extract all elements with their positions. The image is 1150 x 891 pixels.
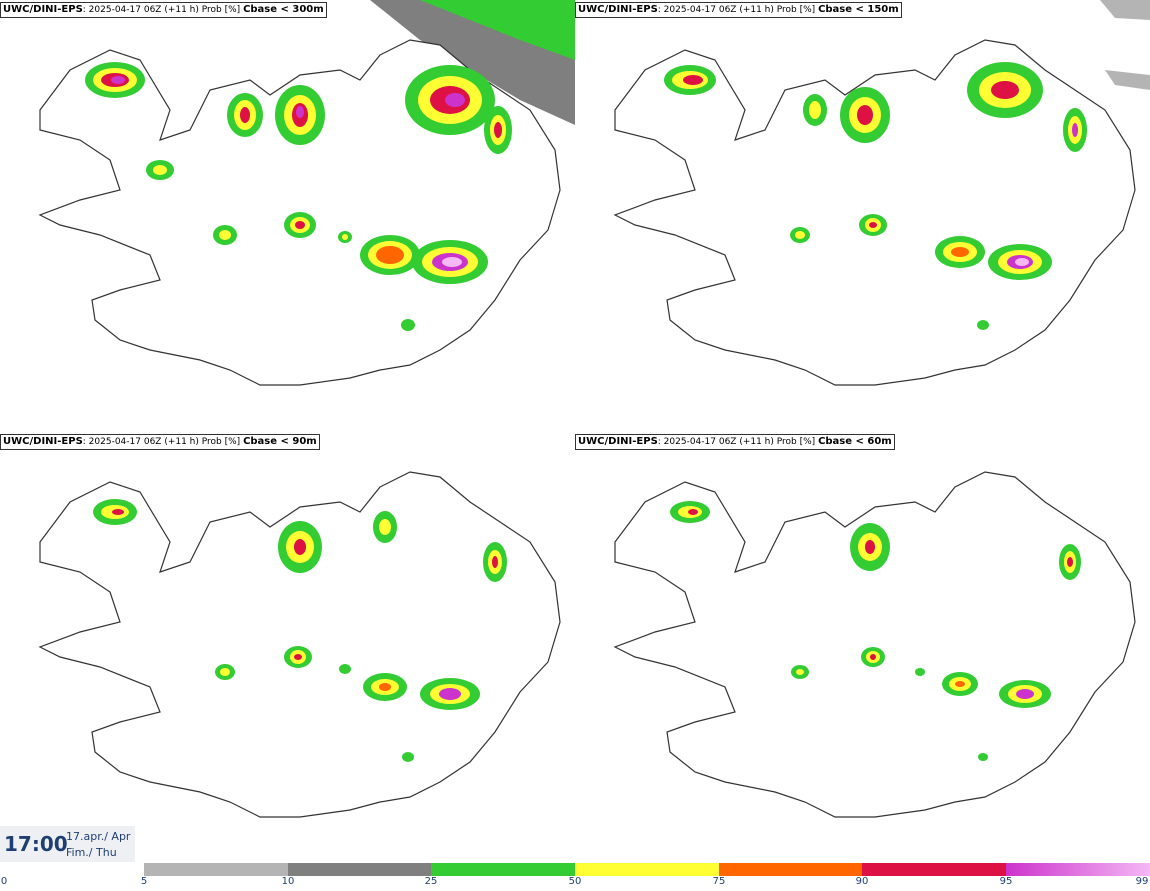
legend-swatch-10-25 [288, 863, 431, 876]
prob-blobs [670, 501, 1081, 761]
legend-swatch-5-10 [144, 863, 288, 876]
legend-tick-99: 99 [1135, 876, 1149, 887]
threshold-label: Cbase < 90m [243, 436, 317, 447]
iceland-map-300m [38, 0, 575, 386]
map-panel-90m: UWC/DINI-EPS: 2025-04-17 06Z (+11 h) Pro… [0, 432, 575, 864]
valid-date: 17.apr./ Apr [66, 830, 131, 843]
panel-title: UWC/DINI-EPS: 2025-04-17 06Z (+11 h) Pro… [575, 434, 895, 450]
legend-tick-50: 50 [568, 876, 582, 887]
iceland-map-150m [613, 0, 1150, 386]
iceland-coastline [613, 39, 1136, 386]
prob-field-grey [1100, 0, 1150, 20]
legend-swatch-95-99 [1006, 863, 1150, 876]
valid-time: 17:00 [4, 832, 68, 856]
iceland-coastline [613, 471, 1136, 818]
run-info: 2025-04-17 06Z (+11 h) Prob [%] [663, 437, 816, 447]
run-info: 2025-04-17 06Z (+11 h) Prob [%] [88, 437, 241, 447]
prob-field-green [420, 0, 575, 60]
legend-tick-90: 90 [855, 876, 869, 887]
model-name: UWC/DINI-EPS [578, 4, 658, 15]
threshold-label: Cbase < 300m [243, 4, 324, 15]
legend-tick-75: 75 [712, 876, 726, 887]
valid-day: Fim./ Thu [66, 846, 117, 859]
threshold-label: Cbase < 60m [818, 436, 892, 447]
panel-title: UWC/DINI-EPS: 2025-04-17 06Z (+11 h) Pro… [0, 434, 320, 450]
legend-tick-95: 95 [999, 876, 1013, 887]
legend-colorbar [144, 863, 1150, 876]
iceland-map-90m [38, 471, 561, 818]
map-panel-300m: UWC/DINI-EPS: 2025-04-17 06Z (+11 h) Pro… [0, 0, 575, 432]
prob-blobs [85, 62, 512, 331]
prob-blobs [664, 62, 1087, 330]
map-panel-60m: UWC/DINI-EPS: 2025-04-17 06Z (+11 h) Pro… [575, 432, 1150, 864]
model-name: UWC/DINI-EPS [578, 436, 658, 447]
model-name: UWC/DINI-EPS [3, 436, 83, 447]
panel-title: UWC/DINI-EPS: 2025-04-17 06Z (+11 h) Pro… [575, 2, 902, 18]
run-info: 2025-04-17 06Z (+11 h) Prob [%] [663, 5, 816, 15]
panel-title: UWC/DINI-EPS: 2025-04-17 06Z (+11 h) Pro… [0, 2, 327, 18]
iceland-map-60m [613, 471, 1136, 818]
legend-swatch-90-95 [862, 863, 1006, 876]
iceland-coastline [38, 471, 561, 818]
prob-field-grey [1105, 70, 1150, 90]
valid-time-box: 17:00 17.apr./ Apr Fim./ Thu [0, 826, 135, 862]
legend-swatch-25-50 [431, 863, 575, 876]
map-panel-150m: UWC/DINI-EPS: 2025-04-17 06Z (+11 h) Pro… [575, 0, 1150, 432]
legend-tick-25: 25 [424, 876, 438, 887]
model-name: UWC/DINI-EPS [3, 4, 83, 15]
run-info: 2025-04-17 06Z (+11 h) Prob [%] [88, 5, 241, 15]
legend-tick-10: 10 [281, 876, 295, 887]
legend-tick-5: 5 [140, 876, 148, 887]
legend-tick-0: 0 [0, 876, 8, 887]
threshold-label: Cbase < 150m [818, 4, 899, 15]
prob-blobs [93, 499, 507, 762]
legend-swatch-75-90 [719, 863, 862, 876]
legend-swatch-50-75 [575, 863, 719, 876]
